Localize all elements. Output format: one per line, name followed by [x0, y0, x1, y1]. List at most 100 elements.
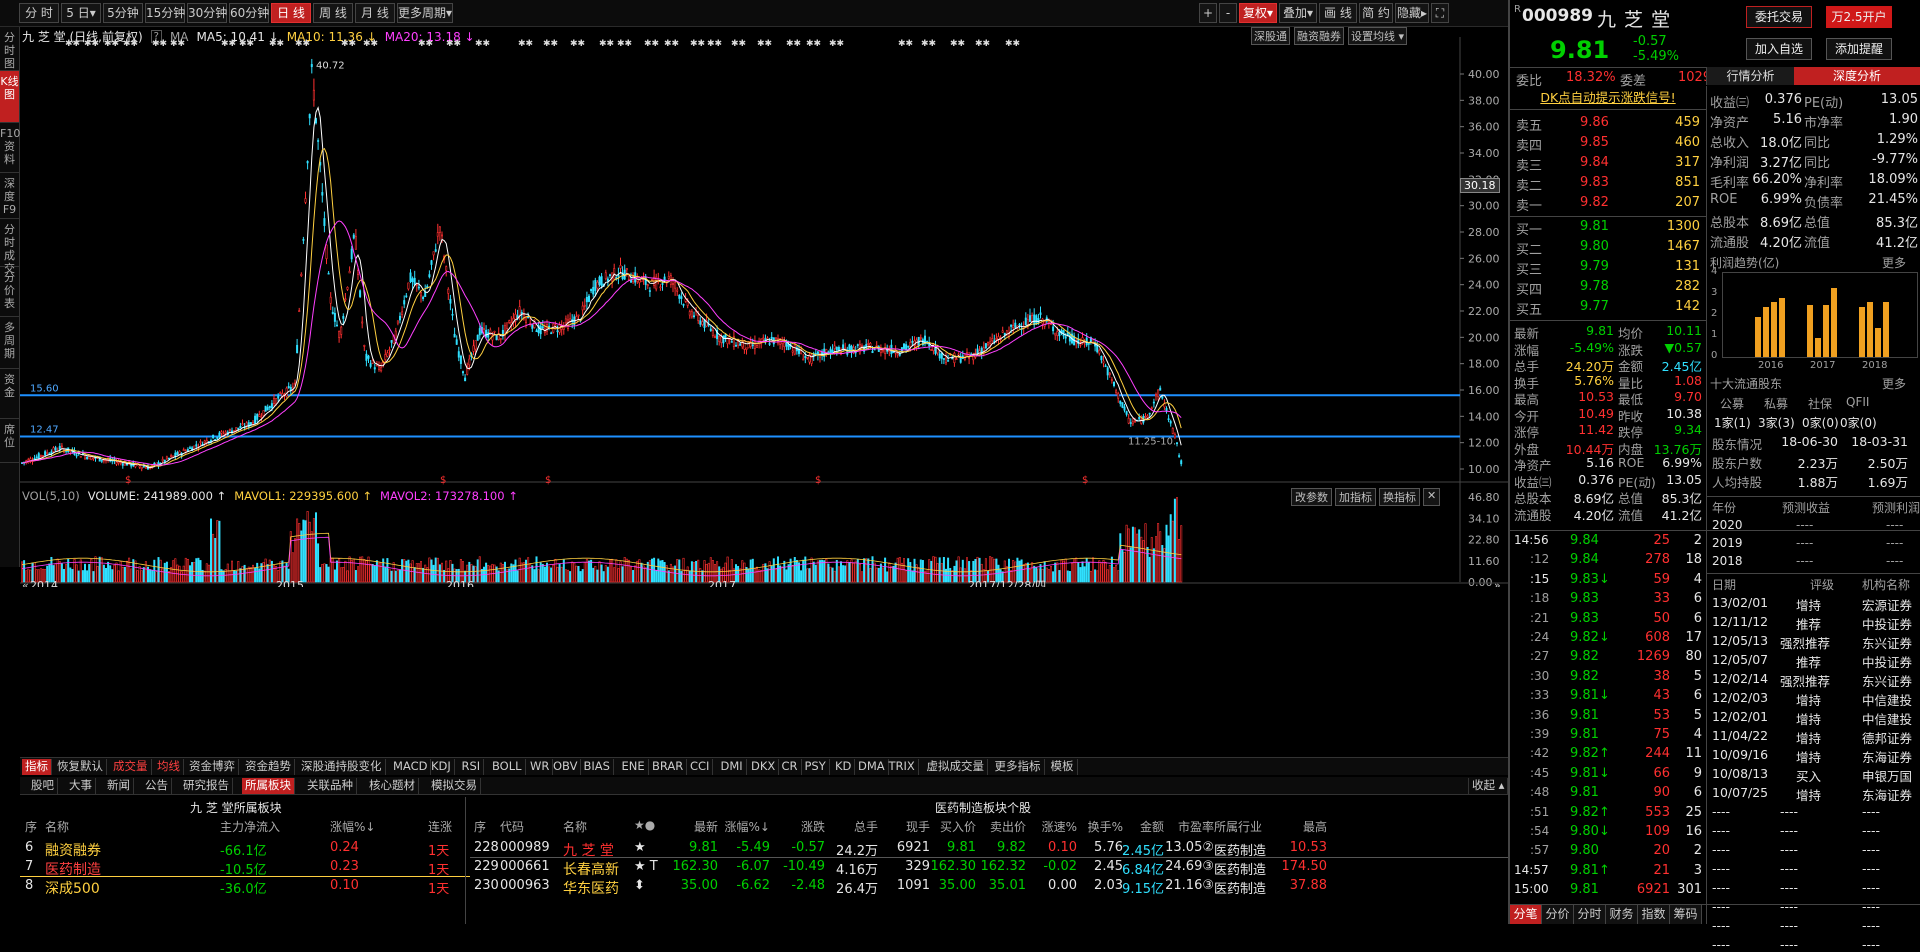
period-tab-2[interactable]: 5分钟 — [103, 3, 143, 23]
open-account-button[interactable]: 万2.5开户 — [1826, 6, 1892, 28]
indicator-tab-22[interactable]: DMA — [855, 759, 889, 775]
change-param-button[interactable]: 改参数 — [1291, 488, 1332, 506]
left-tab-0[interactable]: 分时图 — [0, 27, 19, 71]
left-tab-7[interactable]: 资金 — [0, 369, 19, 419]
switch-indicator-button[interactable]: 换指标 — [1379, 488, 1420, 506]
period-tab-6[interactable]: 日 线 — [271, 3, 311, 23]
indicator-tab-26[interactable]: 模板 — [1048, 759, 1078, 775]
indicator-tab-2[interactable]: 成交量 — [110, 759, 152, 775]
indicator-tab-19[interactable]: CR — [779, 759, 802, 775]
period-tab-1[interactable]: 5 日▾ — [61, 3, 101, 23]
indicator-tab-5[interactable]: 资金趋势 — [242, 759, 295, 775]
bottom-tab-3[interactable]: 公告 — [142, 778, 172, 794]
indicator-tab-0[interactable]: 指标 — [22, 759, 52, 775]
period-tab-8[interactable]: 月 线 — [355, 3, 395, 23]
volume-bar — [409, 563, 412, 583]
close-indicator-icon[interactable]: ✕ — [1423, 488, 1441, 506]
period-tab-0[interactable]: 分 时 — [19, 3, 59, 23]
tab-market-analysis[interactable]: 行情分析 — [1706, 67, 1794, 85]
sector-cell-1[interactable]: 深成500 — [45, 881, 100, 897]
toolbar-btn-6[interactable]: 隐藏▸ — [1395, 3, 1429, 23]
left-tab-8[interactable]: 席位 — [0, 419, 19, 463]
kline-chart-area[interactable]: 九 芝 堂 (日线,前复权) ? MA MA5: 10.41 ↓ MA10: 1… — [20, 27, 1508, 587]
indicator-tab-21[interactable]: KD — [832, 759, 856, 775]
bottom-right-tab-5[interactable]: 筹码 — [1670, 905, 1702, 924]
indicator-tab-20[interactable]: PSY — [802, 759, 830, 775]
bottom-tab-2[interactable]: 新闻 — [104, 778, 134, 794]
candlestick-svg[interactable]: 40.0038.0036.0034.0032.0030.0028.0026.00… — [20, 27, 1508, 587]
left-tab-1[interactable]: K线图 — [0, 71, 19, 123]
toolbar-btn-4[interactable]: 画 线 — [1319, 3, 1357, 23]
bottom-tab-1[interactable]: 大事 — [66, 778, 96, 794]
toolbar-btn-0[interactable]: + — [1199, 3, 1217, 23]
bottom-tab-8[interactable]: 模拟交易 — [428, 778, 481, 794]
bottom-tab-0[interactable]: 股吧 — [28, 778, 58, 794]
bottom-right-tab-0[interactable]: 分笔 — [1510, 905, 1542, 924]
period-tab-3[interactable]: 15分钟 — [145, 3, 185, 23]
set-ma-button[interactable]: 设置均线 ▾ — [1348, 27, 1408, 45]
indicator-tab-3[interactable]: 均线 — [154, 759, 184, 775]
holders-more[interactable]: 更多 — [1882, 377, 1907, 391]
bottom-tab-6[interactable]: 关联品种 — [304, 778, 357, 794]
add-alert-button[interactable]: 添加提醒 — [1826, 38, 1892, 60]
period-tab-5[interactable]: 60分钟 — [229, 3, 269, 23]
stock-cell-2[interactable]: 九 芝 堂 — [563, 843, 614, 859]
indicator-tab-10[interactable]: BOLL — [489, 759, 526, 775]
stock-cell-2[interactable]: 长春高新 — [563, 862, 619, 878]
toolbar-btn-2[interactable]: 复权▾ — [1239, 3, 1277, 23]
period-tab-4[interactable]: 30分钟 — [187, 3, 227, 23]
toolbar-btn-1[interactable]: - — [1219, 3, 1237, 23]
period-tab-9[interactable]: 更多周期▾ — [397, 3, 453, 23]
bottom-right-tab-3[interactable]: 财务 — [1606, 905, 1638, 924]
help-icon[interactable]: ? — [150, 30, 162, 43]
shenguto-button[interactable]: 深股通 — [1251, 27, 1290, 45]
toolbar-btn-7[interactable]: ⛶ — [1431, 3, 1449, 23]
indicator-tab-14[interactable]: ENE — [619, 759, 649, 775]
left-tab-2[interactable]: F10资料 — [0, 123, 20, 173]
indicator-tab-13[interactable]: BIAS — [581, 759, 614, 775]
indicator-tab-4[interactable]: 资金博弈 — [186, 759, 239, 775]
indicator-tab-18[interactable]: DKX — [748, 759, 780, 775]
trade-button[interactable]: 委托交易 — [1746, 6, 1812, 28]
indicator-tab-8[interactable]: KDJ — [428, 759, 455, 775]
profit-more[interactable]: 更多 — [1882, 256, 1907, 270]
margin-button[interactable]: 融资融券 — [1294, 27, 1344, 45]
candle-body — [720, 336, 723, 343]
add-indicator-button[interactable]: 加指标 — [1335, 488, 1376, 506]
indicator-tab-24[interactable]: 虚拟成交量 — [924, 759, 988, 775]
indicator-tab-17[interactable]: DMI — [718, 759, 747, 775]
left-tab-3[interactable]: 深度F9 — [0, 173, 19, 219]
indicator-tab-15[interactable]: BRAR — [649, 759, 688, 775]
sector-header-0: 序 — [25, 820, 38, 834]
indicator-tab-9[interactable]: RSI — [459, 759, 485, 775]
candle-body — [419, 292, 422, 297]
indicator-tab-23[interactable]: TRIX — [886, 759, 919, 775]
left-tab-5[interactable]: 分价表 — [0, 267, 19, 317]
indicator-tab-25[interactable]: 更多指标 — [992, 759, 1045, 775]
indicator-tab-6[interactable]: 深股通持股变化 — [298, 759, 386, 775]
indicator-tab-1[interactable]: 恢复默认 — [54, 759, 107, 775]
sector-cell-1[interactable]: 融资融券 — [45, 843, 101, 859]
signal-link[interactable]: DK点自动提示涨跌信号! — [1510, 87, 1706, 110]
toolbar-btn-3[interactable]: 叠加▾ — [1279, 3, 1317, 23]
bottom-right-tab-4[interactable]: 指数 — [1638, 905, 1670, 924]
bottom-right-tab-1[interactable]: 分价 — [1542, 905, 1574, 924]
left-tab-6[interactable]: 多周期 — [0, 317, 19, 369]
volume-bar — [902, 558, 905, 583]
indicator-tab-11[interactable]: WR — [527, 759, 554, 775]
left-tab-4[interactable]: 分时成交 — [0, 219, 19, 275]
toolbar-btn-5[interactable]: 简 约 — [1359, 3, 1393, 23]
indicator-tab-12[interactable]: OBV — [550, 759, 582, 775]
bottom-tab-4[interactable]: 研究报告 — [180, 778, 233, 794]
stock-cell-2[interactable]: 华东医药 — [563, 881, 619, 897]
tab-deep-analysis[interactable]: 深度分析 — [1794, 67, 1920, 85]
add-watchlist-button[interactable]: 加入自选 — [1746, 38, 1812, 60]
indicator-tab-7[interactable]: MACD — [390, 759, 432, 775]
indicator-tab-16[interactable]: CCI — [687, 759, 714, 775]
bottom-tab-7[interactable]: 核心题材 — [366, 778, 419, 794]
bottom-right-tab-2[interactable]: 分时 — [1574, 905, 1606, 924]
collapse-button[interactable]: 收起 ▴ — [1468, 778, 1509, 794]
bottom-tab-5[interactable]: 所属板块 — [242, 778, 295, 794]
period-tab-7[interactable]: 周 线 — [313, 3, 353, 23]
sector-cell-1[interactable]: 医药制造 — [45, 862, 101, 878]
